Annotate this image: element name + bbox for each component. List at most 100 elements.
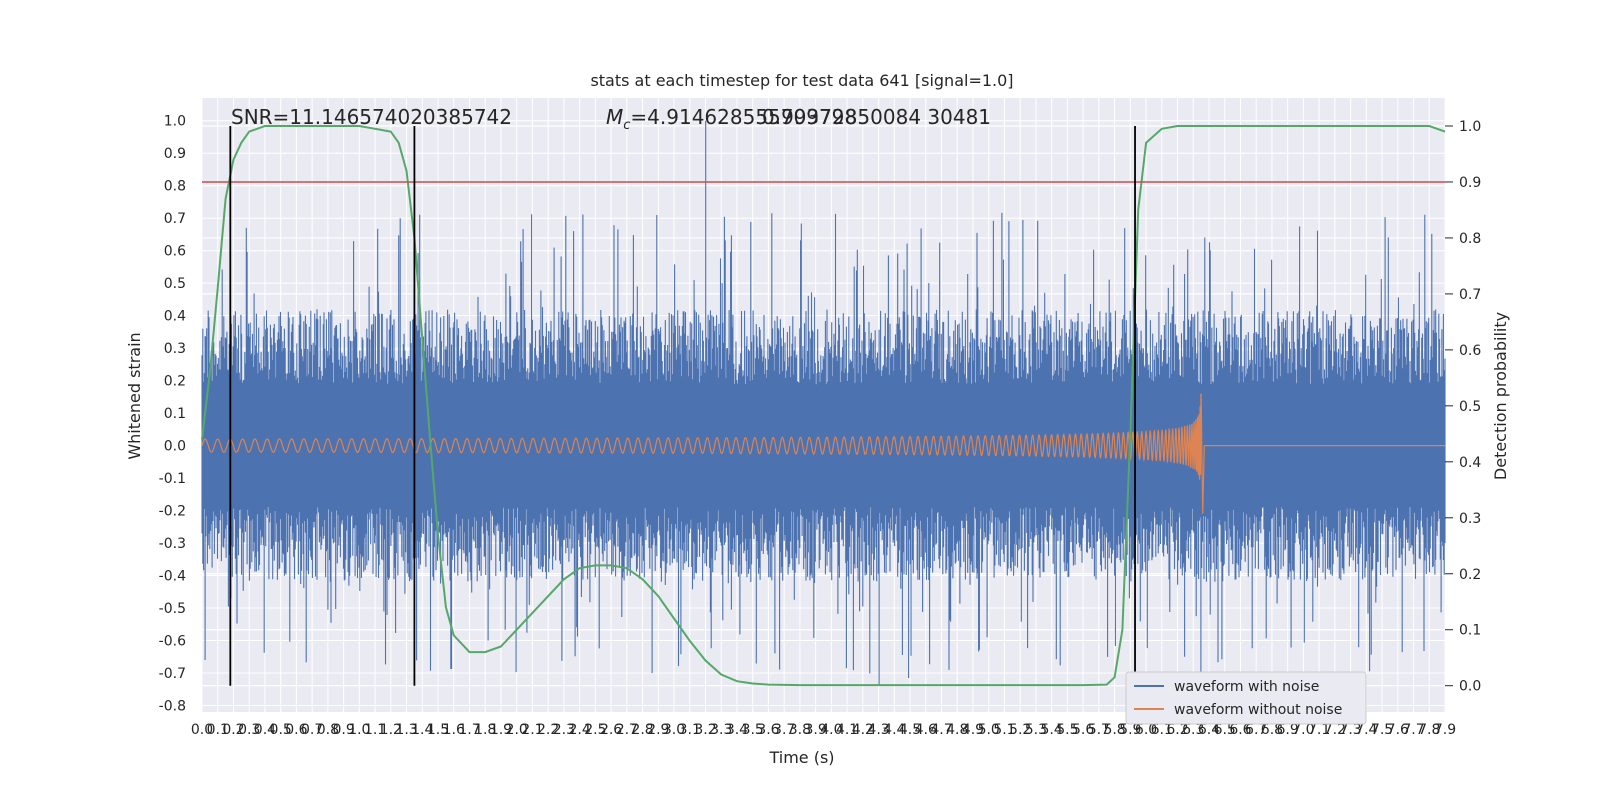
x-tick-label: 1.1	[364, 722, 386, 738]
x-tick-label: 7.8	[1418, 722, 1440, 738]
x-tick-label: 2.3	[553, 722, 575, 738]
waveform-without-noise-line	[201, 393, 1445, 514]
x-tick-label: 7.0	[1292, 722, 1314, 738]
x-tick-label: 4.9	[962, 722, 984, 738]
x-tick-label: 0.6	[285, 722, 307, 738]
x-tick-label: 5.3	[1025, 722, 1047, 738]
y-tick-label: -0.6	[159, 634, 186, 650]
y-tick-label: -0.2	[159, 504, 186, 520]
y-tick-label: 0.7	[164, 211, 186, 227]
x-tick-label: 3.6	[757, 722, 779, 738]
y2-tick-label: 0.7	[1459, 287, 1481, 303]
series-waveform-without-noise	[201, 393, 1445, 514]
x-tick-label: 5.1	[993, 722, 1015, 738]
x-tick-label: 5.2	[1009, 722, 1031, 738]
x-tick-label: 1.8	[474, 722, 496, 738]
x-tick-label: 7.9	[1434, 722, 1456, 738]
x-tick-label: 3.1	[679, 722, 701, 738]
x-tick-label: 4.6	[915, 722, 937, 738]
y-tick-label: 0.2	[164, 374, 186, 390]
x-tick-label: 2.9	[647, 722, 669, 738]
legend: waveform with noise waveform without noi…	[1125, 671, 1367, 725]
y-tick-label: 0.3	[164, 341, 186, 357]
snr-annotation: SNR=11.146574020385742	[231, 105, 512, 129]
x-tick-label: 6.8	[1261, 722, 1283, 738]
y-tick-label: -0.5	[159, 601, 186, 617]
x-tick-label: 6.4	[1198, 722, 1220, 738]
x-tick-label: 3.5	[742, 722, 764, 738]
x-tick-label: 7.5	[1371, 722, 1393, 738]
legend-label-clean: waveform without noise	[1174, 702, 1342, 718]
y-tick-label: -0.3	[159, 536, 186, 552]
x-tick-label: 6.6	[1229, 722, 1251, 738]
x-tick-label: 0.0	[191, 722, 213, 738]
x-tick-label: 0.8	[317, 722, 339, 738]
y-tick-label: 0.5	[164, 276, 186, 292]
x-tick-label: 6.5	[1214, 722, 1236, 738]
x-tick-label: 6.9	[1277, 722, 1299, 738]
x-tick-label: 4.1	[836, 722, 858, 738]
y2-tick-label: 0.2	[1459, 567, 1481, 583]
x-axis-label: Time (s)	[768, 748, 834, 767]
y-tick-label: -0.8	[159, 699, 186, 715]
y-tick-label: 0.6	[164, 244, 186, 260]
y-tick-label: -0.7	[159, 666, 186, 682]
x-tick-label: 5.5	[1056, 722, 1078, 738]
x-tick-label: 4.0	[820, 722, 842, 738]
x-tick-label: 0.7	[301, 722, 323, 738]
x-tick-label: 5.4	[1041, 722, 1063, 738]
x-tick-label: 0.4	[254, 722, 276, 738]
y-tick-label: 0.4	[164, 309, 186, 325]
y2-tick-label: 0.4	[1459, 455, 1481, 471]
x-tick-label: 4.7	[930, 722, 952, 738]
y-tick-label: 0.8	[164, 179, 186, 195]
y-tick-label: -0.4	[159, 569, 186, 585]
x-tick-label: 3.3	[710, 722, 732, 738]
chart-title: stats at each timestep for test data 641…	[590, 71, 1013, 90]
x-tick-label: 7.4	[1355, 722, 1377, 738]
x-tick-label: 5.7	[1088, 722, 1110, 738]
y-tick-label: 1.0	[164, 114, 186, 130]
x-tick-label: 2.6	[600, 722, 622, 738]
x-tick-label: 2.7	[616, 722, 638, 738]
x-tick-label: 3.8	[789, 722, 811, 738]
x-tick-label: 7.6	[1387, 722, 1409, 738]
x-tick-label: 0.1	[207, 722, 229, 738]
y2-tick-label: 0.0	[1459, 679, 1481, 695]
x-tick-label: 1.6	[443, 722, 465, 738]
y-tick-label: 0.0	[164, 439, 186, 455]
y2-tick-label: 1.0	[1459, 119, 1481, 135]
x-tick-label: 2.1	[521, 722, 543, 738]
x-tick-label: 0.5	[270, 722, 292, 738]
x-tick-label: 3.2	[694, 722, 716, 738]
x-tick-label: 2.0	[506, 722, 528, 738]
x-tick-label: 6.0	[1135, 722, 1157, 738]
series-detection-probability	[201, 125, 1446, 687]
x-tick-label: 7.3	[1339, 722, 1361, 738]
x-tick-label: 0.3	[238, 722, 260, 738]
y2-tick-label: 0.9	[1459, 175, 1481, 191]
x-tick-label: 5.8	[1103, 722, 1125, 738]
legend-label-noise: waveform with noise	[1174, 679, 1319, 695]
x-tick-label: 1.4	[411, 722, 433, 738]
y-axis-label: Whitened strain	[125, 332, 144, 459]
mass-ratio-annotation: 0.99372850084 30481	[762, 105, 991, 129]
x-tick-label: 2.8	[631, 722, 653, 738]
x-tick-label: 4.2	[852, 722, 874, 738]
x-tick-label: 1.0	[348, 722, 370, 738]
x-tick-label: 4.5	[899, 722, 921, 738]
x-tick-label: 6.7	[1245, 722, 1267, 738]
y-tick-label: 0.9	[164, 146, 186, 162]
x-tick-label: 7.1	[1308, 722, 1330, 738]
x-tick-label: 4.8	[946, 722, 968, 738]
x-tick-label: 6.3	[1182, 722, 1204, 738]
x-tick-label: 3.0	[663, 722, 685, 738]
x-tick-label: 4.3	[867, 722, 889, 738]
x-tick-label: 1.7	[458, 722, 480, 738]
x-tick-label: 3.7	[773, 722, 795, 738]
x-tick-label: 7.7	[1402, 722, 1424, 738]
x-tick-label: 0.2	[222, 722, 244, 738]
y2-tick-label: 0.6	[1459, 343, 1481, 359]
y2-axis-label: Detection probability	[1491, 312, 1510, 480]
